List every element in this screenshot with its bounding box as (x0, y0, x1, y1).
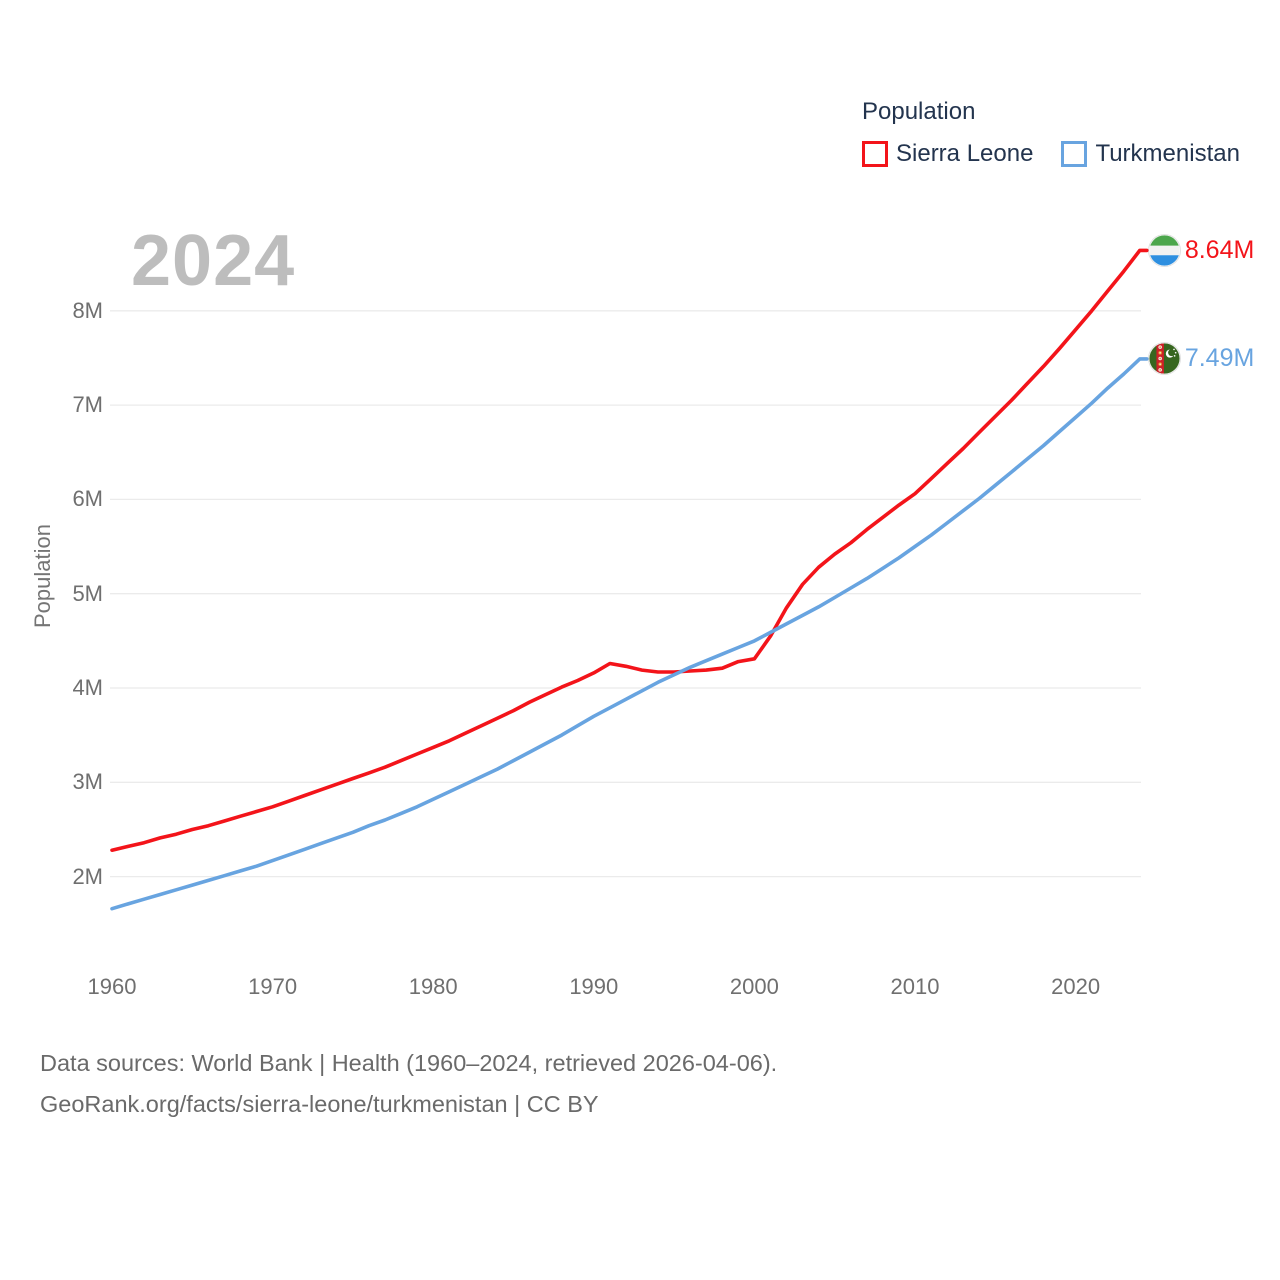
footer-attribution: GeoRank.org/facts/sierra-leone/turkmenis… (40, 1091, 599, 1117)
legend-swatch-icon (862, 141, 888, 167)
legend-items: Sierra Leone Turkmenistan (862, 140, 1240, 168)
y-tick-6M: 6M (72, 486, 103, 512)
y-tick-2M: 2M (72, 863, 103, 889)
x-tick-2000: 2000 (729, 974, 779, 999)
legend-swatch-icon (1061, 141, 1088, 167)
footer: Data sources: World Bank | Health (1960–… (40, 1043, 777, 1125)
x-tick-1970: 1970 (248, 974, 298, 999)
y-axis-title: Population (30, 524, 55, 628)
y-tick-8M: 8M (72, 297, 103, 323)
y-tick-4M: 4M (72, 675, 103, 700)
x-tick-1960: 1960 (87, 974, 137, 999)
series-line-turkmenistan (110, 357, 1149, 911)
legend-item-sierra-leone[interactable]: Sierra Leone (862, 140, 1033, 168)
end-value-sierra-leone: 8.64M (1184, 235, 1255, 264)
legend-item-turkmenistan[interactable]: Turkmenistan (1061, 140, 1240, 168)
end-label-sierra-leone: 8.64M (1149, 234, 1254, 266)
y-tick-3M: 3M (72, 769, 103, 795)
sierra-leone-flag-icon (1149, 235, 1180, 266)
legend-item-label: Turkmenistan (1095, 140, 1240, 167)
y-tick-5M: 5M (72, 580, 103, 606)
end-label-turkmenistan: 7.49M (1149, 343, 1254, 375)
legend-item-label: Sierra Leone (896, 140, 1034, 167)
turkmenistan-flag-icon (1149, 343, 1180, 374)
series-line-sierra-leone (110, 248, 1149, 852)
legend-title: Population (862, 98, 976, 125)
end-value-turkmenistan: 7.49M (1184, 344, 1255, 373)
x-tick-1990: 1990 (569, 974, 619, 999)
legend: Population Sierra Leone Turkmenistan (862, 98, 1240, 168)
x-tick-2010: 2010 (890, 974, 940, 999)
footer-data-sources: Data sources: World Bank | Health (1960–… (40, 1050, 778, 1076)
year-watermark: 2024 (131, 221, 296, 301)
x-tick-2020: 2020 (1051, 974, 1101, 999)
x-tick-1980: 1980 (408, 974, 458, 999)
y-tick-7M: 7M (72, 392, 103, 418)
